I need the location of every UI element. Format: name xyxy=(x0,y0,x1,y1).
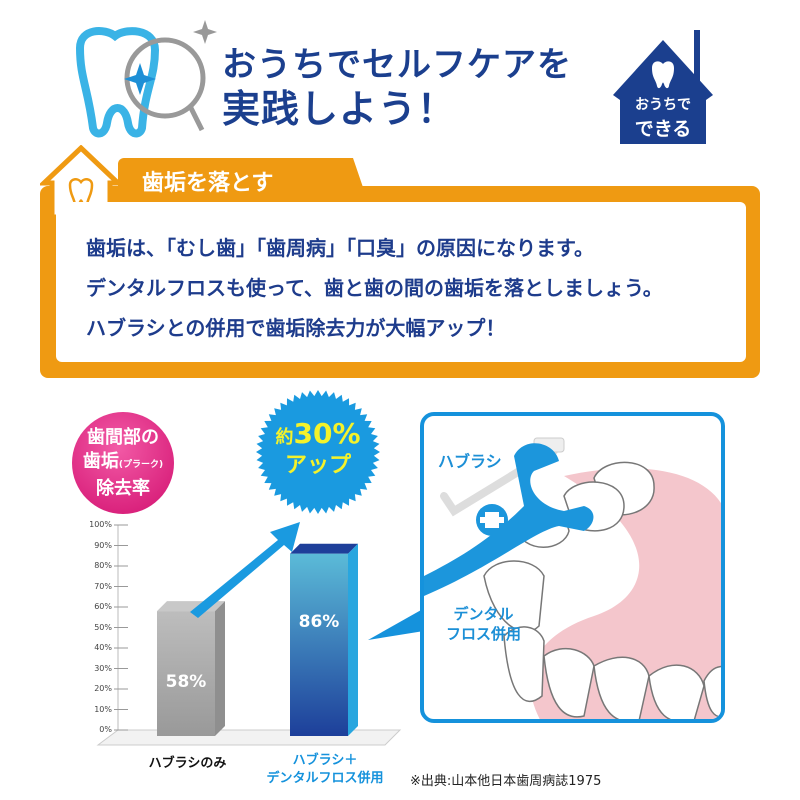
body-text-line: デンタルフロスも使って、歯と歯の間の歯垢を落としましょう。 xyxy=(86,276,663,300)
badge-text-2: できる xyxy=(634,118,692,140)
badge-line-1: 歯間部の xyxy=(87,427,159,448)
y-tick-label: 90% xyxy=(94,540,112,550)
starburst-value: 30% xyxy=(293,417,361,450)
bar xyxy=(157,611,215,736)
bar-value-label: 86% xyxy=(298,612,340,632)
y-tick-label: 10% xyxy=(94,704,112,714)
floss-label-line: デンタル xyxy=(453,605,514,623)
callout-pointer xyxy=(368,610,420,640)
y-tick-label: 80% xyxy=(94,561,112,570)
starburst-line-1: 約30% xyxy=(256,420,380,452)
badge-text-1: おうちで xyxy=(635,97,691,113)
starburst-prefix: 約 xyxy=(275,427,294,448)
starburst-polygon xyxy=(256,390,380,514)
section-tab: 歯垢を落とす xyxy=(118,158,368,202)
category-label: ハブラシのみ xyxy=(148,756,227,771)
increase-arrow xyxy=(190,522,300,618)
y-tick-label: 30% xyxy=(94,663,112,673)
section-body xyxy=(56,202,746,362)
teeth-and-floss-icon xyxy=(424,437,721,719)
source-footnote: ※出典:山本他日本歯周病誌1975 xyxy=(410,774,602,789)
removal-rate-badge: 歯間部の 歯垢(プラーク) 除去率 xyxy=(72,412,174,514)
y-tick-label: 0% xyxy=(99,725,112,734)
bar-chart xyxy=(96,522,420,746)
title-line-1: おうちでセルフケアを xyxy=(222,45,572,85)
category-label: ハブラシ＋ デンタルフロス併用 xyxy=(250,752,400,788)
badge-line-2: 歯垢(プラーク) xyxy=(72,450,174,477)
starburst-shape xyxy=(256,390,380,514)
starburst-suffix: アップ xyxy=(284,453,351,478)
bar-top xyxy=(290,543,358,554)
body-text-line: 歯垢は、「むし歯」「歯周病」「口臭」の原因になります。 xyxy=(86,236,594,260)
chart-floor xyxy=(96,729,402,746)
floss-illustration: ハブラシ デンタル フロス併用 xyxy=(420,412,725,723)
y-tick-label: 60% xyxy=(94,602,112,611)
y-tick-label: 20% xyxy=(94,684,112,693)
y-tick-label: 40% xyxy=(94,643,112,652)
toothbrush-label: ハブラシ xyxy=(438,452,502,471)
title-line-2: 実践しよう！ xyxy=(222,87,457,131)
bar xyxy=(290,553,348,736)
y-tick-label: 70% xyxy=(94,581,112,591)
y-tick-label: 50% xyxy=(94,622,112,632)
house-icon xyxy=(613,30,713,144)
floss-label: デンタル フロス併用 xyxy=(446,604,521,644)
badge-line-2-main: 歯垢 xyxy=(82,451,119,472)
bar-side xyxy=(348,543,358,736)
page-title: おうちでセルフケアを 実践しよう！ xyxy=(222,44,572,130)
section-title: 歯垢を落とす xyxy=(142,171,274,196)
category-label-line: ハブラシ＋ xyxy=(292,753,358,768)
home-care-badge: おうちで できる xyxy=(608,20,718,146)
floss-label-line: フロス併用 xyxy=(446,625,522,643)
bar-side xyxy=(215,601,225,736)
body-text-line: ハブラシとの併用で歯垢除去力が大幅アップ！ xyxy=(86,316,506,340)
bar-value-label: 58% xyxy=(165,672,207,692)
tooth-magnifier-icon xyxy=(75,20,217,138)
category-label-line: デンタルフロス併用 xyxy=(266,771,384,786)
badge-line-2-small: (プラーク) xyxy=(118,460,164,470)
starburst-text: 約30% アップ xyxy=(256,420,380,480)
y-tick-label: 100% xyxy=(89,520,112,529)
badge-line-3: 除去率 xyxy=(96,478,150,499)
